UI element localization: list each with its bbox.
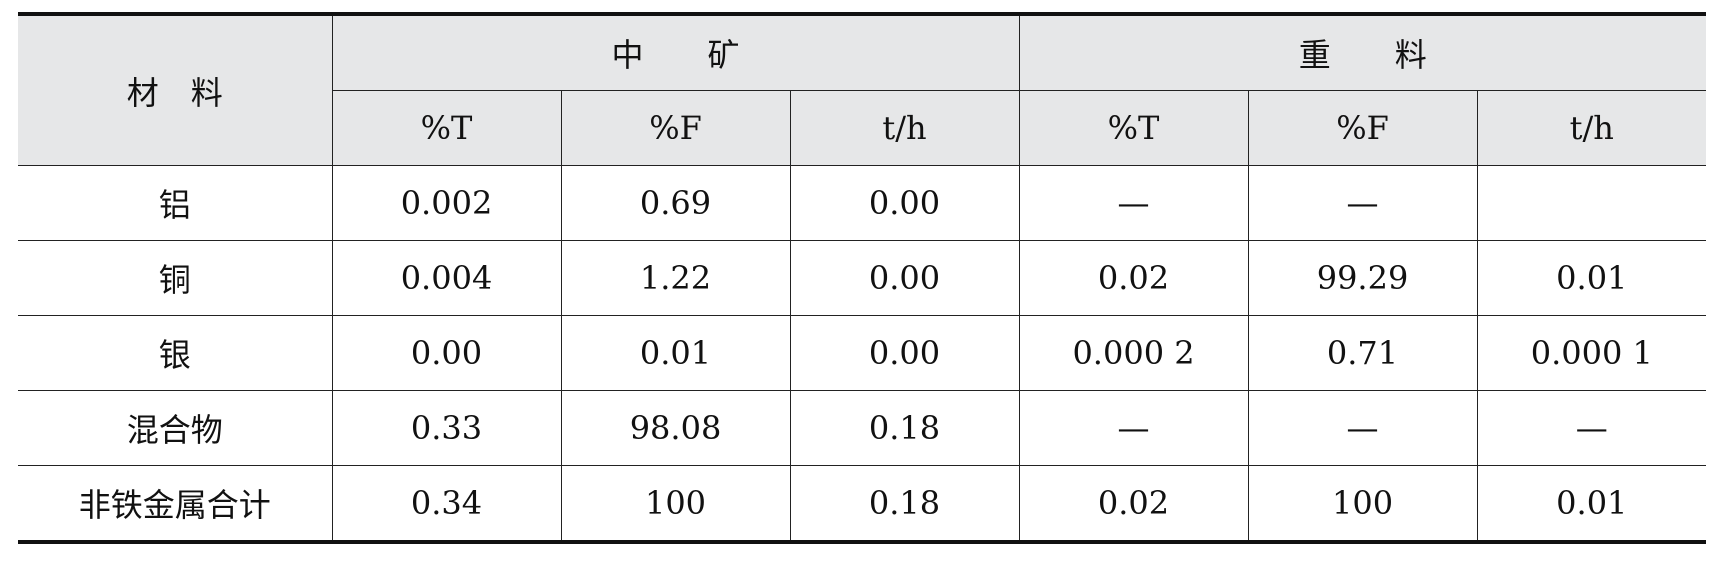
data-table-container: 材 料 中 矿 重 料 %T %F t/h %T %F t/h 铝 0.002 … — [18, 12, 1707, 544]
table-cell: 1.22 — [560, 240, 791, 316]
header-row-units: %T %F t/h %T %F t/h — [18, 90, 1707, 166]
table-cell: 0.02 — [1018, 465, 1249, 542]
table-cell: 0.01 — [1476, 465, 1707, 542]
row-material-name: 银 — [18, 315, 333, 391]
row-material-name: 非铁金属合计 — [18, 465, 333, 542]
table-cell: — — [1476, 390, 1707, 466]
row-material-name: 混合物 — [18, 390, 333, 466]
table-cell: — — [1018, 390, 1249, 466]
table-header: 材 料 中 矿 重 料 %T %F t/h %T %F t/h — [18, 14, 1707, 166]
table-cell: — — [1247, 165, 1478, 241]
table-row: 铝 0.002 0.69 0.00 — — — [18, 165, 1707, 241]
table-cell: 0.00 — [789, 240, 1020, 316]
header-unit: %T — [332, 90, 562, 166]
table-row: 混合物 0.33 98.08 0.18 — — — — [18, 390, 1707, 466]
table-cell: 0.00 — [331, 315, 562, 391]
table-cell: 0.18 — [789, 465, 1020, 542]
table-row: 非铁金属合计 0.34 100 0.18 0.02 100 0.01 — [18, 465, 1707, 542]
table-cell: 0.004 — [331, 240, 562, 316]
header-group-middlings: 中 矿 — [331, 14, 1020, 91]
header-unit: t/h — [1476, 90, 1707, 166]
row-material-name: 铝 — [18, 165, 333, 241]
table-cell: 0.01 — [560, 315, 791, 391]
table-cell: 0.02 — [1018, 240, 1249, 316]
header-unit: %T — [1018, 90, 1249, 166]
table-cell: 0.18 — [789, 390, 1020, 466]
header-unit: t/h — [789, 90, 1020, 166]
header-row-groups: 材 料 中 矿 重 料 — [18, 14, 1707, 166]
table-cell: — — [1018, 165, 1249, 241]
table-cell: 0.69 — [560, 165, 791, 241]
table-cell: 100 — [1247, 465, 1478, 542]
table-cell: 0.34 — [331, 465, 562, 542]
header-material: 材 料 — [18, 14, 333, 166]
table-cell: 98.08 — [560, 390, 791, 466]
materials-table: 材 料 中 矿 重 料 %T %F t/h %T %F t/h 铝 0.002 … — [18, 12, 1707, 544]
table-cell: — — [1247, 390, 1478, 466]
header-group-heavies: 重 料 — [1018, 14, 1707, 91]
table-cell: 0.00 — [789, 315, 1020, 391]
header-unit: %F — [560, 90, 791, 166]
table-row: 银 0.00 0.01 0.00 0.000 2 0.71 0.000 1 — [18, 315, 1707, 391]
table-cell: 0.01 — [1476, 240, 1707, 316]
table-cell: 0.71 — [1247, 315, 1478, 391]
header-unit: %F — [1247, 90, 1478, 166]
table-cell: 99.29 — [1247, 240, 1478, 316]
table-cell — [1476, 165, 1707, 241]
table-row: 铜 0.004 1.22 0.00 0.02 99.29 0.01 — [18, 240, 1707, 316]
table-cell: 0.000 1 — [1476, 315, 1707, 391]
row-material-name: 铜 — [18, 240, 333, 316]
table-cell: 0.000 2 — [1018, 315, 1249, 391]
table-cell: 100 — [560, 465, 791, 542]
table-cell: 0.33 — [331, 390, 562, 466]
table-cell: 0.002 — [331, 165, 562, 241]
table-cell: 0.00 — [789, 165, 1020, 241]
table-body: 铝 0.002 0.69 0.00 — — 铜 0.004 1.22 0.00 … — [18, 165, 1707, 542]
